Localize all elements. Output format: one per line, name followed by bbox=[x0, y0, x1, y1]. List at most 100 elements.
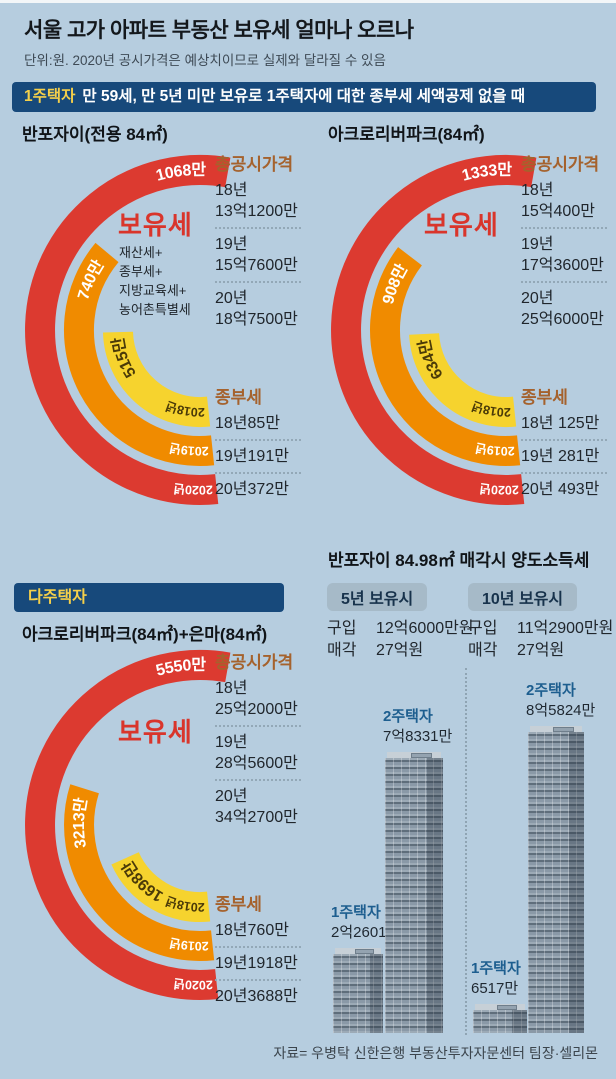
page-subtitle: 단위:원. 2020년 공시가격은 예상치이므로 실제와 달라질 수 있음 bbox=[24, 53, 386, 68]
source-credit: 자료= 우병탁 신한은행 부동산투자자문센터 팀장·셀리몬 bbox=[273, 1045, 598, 1061]
building-side bbox=[427, 758, 443, 1033]
building-bar-2주택자 bbox=[385, 752, 443, 1033]
ring-year-label: 2020년 bbox=[479, 481, 520, 497]
jongbuse-row: 19년191만 bbox=[215, 448, 289, 465]
building-body bbox=[473, 1010, 527, 1033]
ring-year-label: 2019년 bbox=[474, 440, 515, 458]
building-bar-2주택자 bbox=[528, 726, 584, 1033]
chart2-jongbuse-column: 종부세 18년 125만 19년 281만 20년 493만 bbox=[521, 383, 616, 500]
badge-10yr: 10년 보유시 bbox=[468, 583, 578, 611]
chart2-price-column: 총공시가격 18년 15억400만 19년 17억3600만 20년 25억6000만 bbox=[521, 150, 616, 330]
building-roof bbox=[530, 726, 582, 732]
sale-section-title: 반포자이 84.98㎡ 매각시 양도소득세 bbox=[328, 551, 590, 570]
building-roof bbox=[387, 752, 441, 758]
purchase-row: 구입 12억6000만원 bbox=[327, 620, 474, 637]
divider bbox=[215, 472, 301, 474]
price-entry: 18년 15억400만 bbox=[521, 182, 595, 220]
ring-2020년 bbox=[331, 155, 537, 505]
tax-component: 재산세+ bbox=[119, 245, 163, 260]
ring-year-label: 2019년 bbox=[168, 935, 209, 953]
jongbuse-header: 종부세 bbox=[215, 388, 262, 407]
jongbuse-header: 종부세 bbox=[521, 388, 568, 407]
ring-2020년 bbox=[25, 155, 231, 505]
price-entry: 18년 13억1200만 bbox=[215, 182, 298, 220]
price-entry: 19년 15억7600만 bbox=[215, 236, 298, 274]
ring-2019년 bbox=[64, 242, 215, 466]
group-divider-dotted bbox=[465, 668, 467, 1035]
jongbuse-row: 20년 493만 bbox=[521, 481, 600, 498]
single-owner-banner: 1주택자 만 59세, 만 5년 미만 보유로 1주택자에 대한 종부세 세액공제… bbox=[12, 82, 596, 112]
tax-component: 종부세+ bbox=[119, 264, 163, 279]
building-roof bbox=[475, 1004, 525, 1010]
ring-value-label: 3213만 bbox=[70, 796, 90, 849]
price-entry: 20년 25억6000만 bbox=[521, 290, 604, 328]
building-side bbox=[568, 732, 584, 1033]
page-title: 서울 고가 아파트 부동산 보유세 얼마나 오르나 bbox=[24, 19, 414, 42]
ring-year-label: 2020년 bbox=[173, 976, 214, 992]
divider bbox=[521, 439, 607, 441]
jongbuse-row: 19년 281만 bbox=[521, 448, 600, 465]
ring-value-label: 5550만 bbox=[154, 655, 206, 679]
chart2-title: 아크로리버파크(84㎡) bbox=[328, 125, 485, 144]
divider bbox=[521, 472, 607, 474]
panel-multi-owner: 아크로리버파크(84㎡)+은마(84㎡) 2018년 1698만 2019년 3213… bbox=[0, 615, 310, 1040]
building-bar-1주택자 bbox=[333, 948, 383, 1033]
tax-component: 지방교육세+ bbox=[119, 283, 187, 298]
jongbuse-header: 종부세 bbox=[215, 895, 262, 914]
jongbuse-row: 20년372만 bbox=[215, 481, 289, 498]
building-bar-1주택자 bbox=[473, 1004, 527, 1033]
building-label: 1주택자 2억2601만 bbox=[331, 904, 401, 941]
single-owner-condition: 만 59세, 만 5년 미만 보유로 1주택자에 대한 종부세 세액공제 없을 … bbox=[82, 88, 526, 105]
divider bbox=[215, 979, 301, 981]
divider bbox=[215, 281, 301, 283]
price-header: 총공시가격 bbox=[215, 155, 294, 174]
building-body bbox=[385, 758, 443, 1033]
panel-acro-river-park: 아크로리버파크(84㎡) 2018년 634만 2019년 908만 2020년 1333… bbox=[306, 120, 616, 545]
chart3-holding-tax-label: 보유세 bbox=[118, 717, 193, 747]
ring-2020년 bbox=[25, 650, 231, 1000]
building-label: 2주택자 8억5824만 bbox=[526, 682, 596, 719]
chart3-price-column: 총공시가격 18년 25억2000만 19년 28억5600만 20년 34억2700… bbox=[215, 648, 310, 828]
chart1-tax-components: 재산세+ 종부세+ 지방교육세+ 농어촌특별세 bbox=[119, 243, 191, 319]
chart1-price-column: 총공시가격 18년 13억1200만 19년 15억7600만 20년 18억7500… bbox=[215, 150, 310, 330]
sale-row: 매각 27억원 bbox=[468, 642, 565, 659]
chart3-title: 아크로리버파크(84㎡)+은마(84㎡) bbox=[22, 625, 268, 644]
chart3-jongbuse-column: 종부세 18년760만 19년1918만 20년3688만 bbox=[215, 890, 310, 1007]
price-entry: 18년 25억2000만 bbox=[215, 680, 298, 718]
ring-2019년 bbox=[64, 784, 215, 961]
building-side bbox=[512, 1010, 527, 1033]
ring-year-label: 2020년 bbox=[173, 481, 214, 497]
divider bbox=[521, 227, 607, 229]
price-entry: 19년 28억5600만 bbox=[215, 734, 298, 772]
price-entry: 20년 34억2700만 bbox=[215, 788, 298, 826]
price-header: 총공시가격 bbox=[521, 155, 600, 174]
jongbuse-row: 19년1918만 bbox=[215, 955, 298, 972]
price-entry: 19년 17억3600만 bbox=[521, 236, 604, 274]
top-strip bbox=[0, 0, 616, 3]
tax-component: 농어촌특별세 bbox=[119, 302, 191, 317]
building-side bbox=[369, 954, 383, 1033]
sale-row: 매각 27억원 bbox=[327, 642, 424, 659]
jongbuse-row: 18년85만 bbox=[215, 415, 281, 432]
building-body bbox=[333, 954, 383, 1033]
panel-banpo-jai: 반포자이(전용 84㎡) 2018년 515만 2019년 740만 2020년 1068… bbox=[0, 120, 310, 545]
sale-group-5yr: 5년 보유시 구입 12억6000만원 매각 27억원 bbox=[327, 583, 474, 662]
ring-2019년 bbox=[370, 247, 521, 466]
divider bbox=[215, 227, 301, 229]
jongbuse-row: 18년760만 bbox=[215, 922, 289, 939]
jongbuse-row: 20년3688만 bbox=[215, 988, 298, 1005]
single-owner-tag: 1주택자 bbox=[24, 88, 76, 105]
ring-year-label: 2019년 bbox=[168, 440, 209, 458]
jongbuse-row: 18년 125만 bbox=[521, 415, 600, 432]
chart1-holding-tax-label: 보유세 bbox=[118, 210, 193, 240]
building-roof bbox=[335, 948, 381, 954]
ring-2018년 bbox=[111, 851, 211, 923]
badge-5yr: 5년 보유시 bbox=[327, 583, 428, 611]
building-label: 1주택자 6517만 bbox=[471, 960, 521, 997]
divider bbox=[521, 281, 607, 283]
ring-2018년 bbox=[409, 332, 517, 428]
